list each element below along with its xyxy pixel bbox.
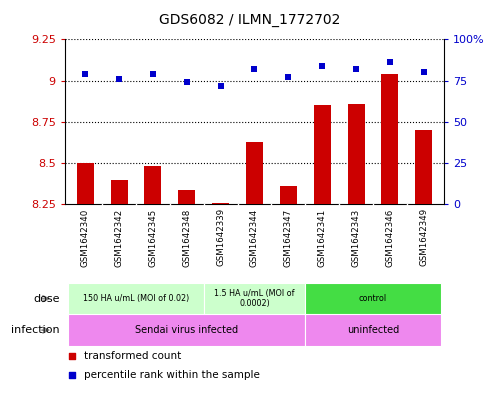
Bar (348, 104, 365, 204)
Bar (204, 283, 305, 314)
Text: GSM1642346: GSM1642346 (385, 208, 394, 266)
Text: 150 HA u/mL (MOI of 0.02): 150 HA u/mL (MOI of 0.02) (83, 294, 189, 303)
Bar (280, 186, 297, 204)
Text: percentile rank within the sample: percentile rank within the sample (84, 370, 259, 380)
Text: 1.5 HA u/mL (MOI of
0.0002): 1.5 HA u/mL (MOI of 0.0002) (214, 289, 295, 309)
Text: GDS6082 / ILMN_1772702: GDS6082 / ILMN_1772702 (159, 13, 340, 27)
Text: GSM1642343: GSM1642343 (352, 208, 361, 266)
Bar (415, 130, 432, 204)
Point (217, 83, 225, 89)
Bar (381, 74, 398, 204)
Point (250, 66, 258, 72)
Point (318, 62, 326, 69)
Point (284, 74, 292, 81)
Point (115, 76, 123, 82)
Text: GSM1642348: GSM1642348 (182, 208, 191, 266)
Point (420, 69, 428, 75)
Text: GSM1642341: GSM1642341 (318, 208, 327, 266)
Bar (68, 283, 204, 314)
Point (386, 59, 394, 66)
Bar (246, 141, 263, 204)
Text: Sendai virus infected: Sendai virus infected (135, 325, 239, 335)
Text: GSM1642349: GSM1642349 (419, 208, 428, 266)
Point (81, 71, 89, 77)
Bar (212, 203, 229, 204)
Point (68, 372, 76, 378)
Bar (305, 283, 441, 314)
Text: uninfected: uninfected (347, 325, 399, 335)
Text: GSM1642347: GSM1642347 (284, 208, 293, 266)
Point (352, 66, 360, 72)
Bar (314, 105, 331, 204)
Text: control: control (359, 294, 387, 303)
Bar (144, 166, 161, 204)
Bar (68, 314, 305, 346)
Point (183, 79, 191, 85)
Text: transformed count: transformed count (84, 351, 181, 361)
Bar (77, 163, 94, 204)
Text: infection: infection (11, 325, 60, 335)
Bar (111, 180, 128, 204)
Point (149, 71, 157, 77)
Point (68, 353, 76, 359)
Text: GSM1642342: GSM1642342 (115, 208, 124, 266)
Text: GSM1642339: GSM1642339 (216, 208, 225, 266)
Text: GSM1642340: GSM1642340 (81, 208, 90, 266)
Text: GSM1642344: GSM1642344 (250, 208, 259, 266)
Bar (305, 314, 441, 346)
Text: GSM1642345: GSM1642345 (148, 208, 157, 266)
Bar (178, 189, 195, 204)
Text: dose: dose (33, 294, 60, 304)
